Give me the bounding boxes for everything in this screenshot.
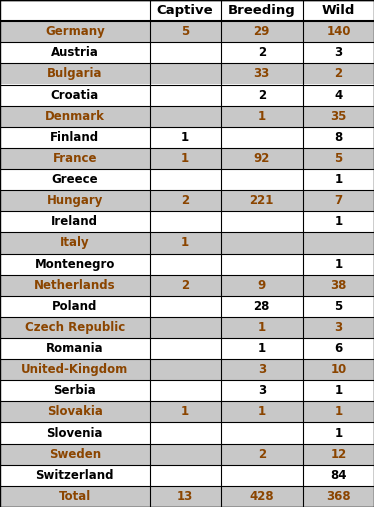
Text: 1: 1 <box>334 215 343 228</box>
Text: Slovenia: Slovenia <box>46 426 103 440</box>
Bar <box>0 486 374 507</box>
Text: Greece: Greece <box>52 173 98 186</box>
Text: Hungary: Hungary <box>47 194 103 207</box>
Bar <box>0 254 374 275</box>
Text: 5: 5 <box>334 152 343 165</box>
Bar <box>0 465 374 486</box>
Bar <box>0 296 374 317</box>
Text: Netherlands: Netherlands <box>34 279 116 292</box>
Text: Bulgaria: Bulgaria <box>47 67 102 81</box>
Text: United-Kingdom: United-Kingdom <box>21 363 128 376</box>
Text: 1: 1 <box>334 173 343 186</box>
Text: Austria: Austria <box>51 46 99 59</box>
Text: Wild: Wild <box>322 4 355 17</box>
Bar <box>0 63 374 85</box>
Text: Czech Republic: Czech Republic <box>25 321 125 334</box>
Text: Switzerland: Switzerland <box>36 469 114 482</box>
Text: Sweden: Sweden <box>49 448 101 461</box>
Text: Croatia: Croatia <box>50 89 99 101</box>
Bar <box>0 42 374 63</box>
Text: Total: Total <box>59 490 91 503</box>
Text: 33: 33 <box>254 67 270 81</box>
Text: 1: 1 <box>181 131 189 144</box>
Text: 2: 2 <box>258 89 266 101</box>
Text: Romania: Romania <box>46 342 104 355</box>
Text: 13: 13 <box>177 490 193 503</box>
Bar <box>0 232 374 254</box>
Text: 221: 221 <box>249 194 274 207</box>
Text: 3: 3 <box>334 46 343 59</box>
Text: 5: 5 <box>181 25 189 38</box>
Text: 5: 5 <box>334 300 343 313</box>
Text: 2: 2 <box>181 279 189 292</box>
Text: 140: 140 <box>326 25 351 38</box>
Text: 7: 7 <box>334 194 343 207</box>
Text: Montenegro: Montenegro <box>35 258 115 271</box>
Text: 3: 3 <box>258 363 266 376</box>
Bar <box>0 148 374 169</box>
Text: 428: 428 <box>249 490 274 503</box>
Bar <box>0 317 374 338</box>
Text: Italy: Italy <box>60 236 90 249</box>
Text: Poland: Poland <box>52 300 98 313</box>
Text: Denmark: Denmark <box>45 110 105 123</box>
Bar <box>0 338 374 359</box>
Text: 2: 2 <box>334 67 343 81</box>
Text: 2: 2 <box>258 448 266 461</box>
Bar <box>0 85 374 105</box>
Text: Germany: Germany <box>45 25 105 38</box>
Text: 6: 6 <box>334 342 343 355</box>
Bar <box>0 275 374 296</box>
Text: 10: 10 <box>330 363 347 376</box>
Text: 1: 1 <box>334 384 343 397</box>
Bar <box>0 127 374 148</box>
Text: 1: 1 <box>334 258 343 271</box>
Text: 29: 29 <box>254 25 270 38</box>
Text: 4: 4 <box>334 89 343 101</box>
Text: 1: 1 <box>258 321 266 334</box>
Text: 3: 3 <box>258 384 266 397</box>
Bar <box>0 359 374 380</box>
Text: 2: 2 <box>181 194 189 207</box>
Bar <box>0 422 374 444</box>
Text: Ireland: Ireland <box>51 215 98 228</box>
Text: 2: 2 <box>258 46 266 59</box>
Text: 38: 38 <box>330 279 347 292</box>
Text: 1: 1 <box>258 110 266 123</box>
Bar <box>0 380 374 402</box>
Text: 8: 8 <box>334 131 343 144</box>
Text: Captive: Captive <box>157 4 214 17</box>
Bar <box>0 211 374 232</box>
Text: 1: 1 <box>181 406 189 418</box>
Bar <box>0 105 374 127</box>
Bar <box>0 190 374 211</box>
Text: 368: 368 <box>326 490 351 503</box>
Text: 1: 1 <box>258 406 266 418</box>
Text: 1: 1 <box>181 236 189 249</box>
Bar <box>0 444 374 465</box>
Text: Serbia: Serbia <box>53 384 96 397</box>
Bar <box>0 21 374 42</box>
Text: 28: 28 <box>254 300 270 313</box>
Text: 1: 1 <box>258 342 266 355</box>
Text: Slovakia: Slovakia <box>47 406 103 418</box>
Text: 3: 3 <box>334 321 343 334</box>
Text: 92: 92 <box>254 152 270 165</box>
Text: 9: 9 <box>258 279 266 292</box>
Text: 1: 1 <box>334 426 343 440</box>
Bar <box>0 0 374 21</box>
Text: 1: 1 <box>334 406 343 418</box>
Text: Breeding: Breeding <box>228 4 296 17</box>
Text: France: France <box>53 152 97 165</box>
Bar <box>0 169 374 190</box>
Text: 12: 12 <box>330 448 347 461</box>
Text: 84: 84 <box>330 469 347 482</box>
Text: Finland: Finland <box>50 131 99 144</box>
Text: 35: 35 <box>330 110 347 123</box>
Bar <box>0 402 374 422</box>
Text: 1: 1 <box>181 152 189 165</box>
